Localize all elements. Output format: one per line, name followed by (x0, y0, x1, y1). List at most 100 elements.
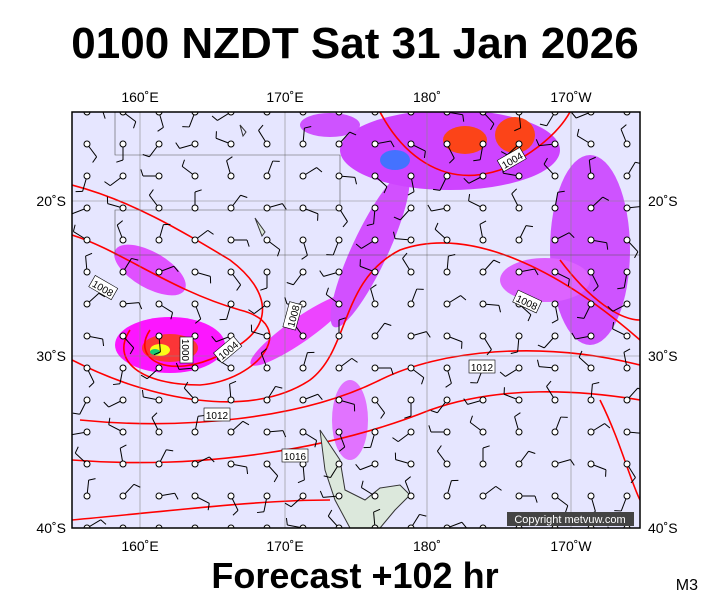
station (263, 300, 271, 308)
station (551, 300, 559, 308)
station (155, 140, 163, 148)
barb-flag (373, 508, 381, 513)
station (227, 300, 235, 308)
top-lon-label: 170˚E (266, 89, 303, 105)
barb-flag (637, 387, 640, 390)
barb-flag (445, 382, 452, 388)
barb-flag (249, 104, 251, 111)
station (227, 460, 235, 468)
barb-flag (317, 393, 323, 401)
station (587, 268, 595, 276)
isobar-label-text: 1012 (206, 411, 229, 422)
station (443, 172, 451, 180)
barb-flag (606, 242, 609, 250)
barb-flag (140, 374, 148, 380)
barb-flag (85, 252, 93, 257)
barb-flag (72, 224, 76, 232)
station (155, 332, 163, 340)
station (119, 268, 127, 276)
station (191, 140, 199, 148)
station (155, 396, 163, 404)
barb-flag (175, 362, 180, 370)
barb-flag (151, 412, 158, 418)
barb-flag (142, 154, 150, 158)
right-lat-label: 30˚S (648, 348, 678, 364)
station (83, 204, 91, 212)
station (407, 172, 415, 180)
barb-flag (383, 186, 388, 194)
station (155, 492, 163, 500)
barb-flag (285, 517, 288, 526)
station (191, 268, 199, 276)
station (443, 332, 451, 340)
station (479, 396, 487, 404)
isobar-label-box (179, 336, 194, 364)
station (371, 236, 379, 244)
barb-flag (116, 159, 124, 163)
station (227, 396, 235, 404)
barb-flag (256, 511, 265, 514)
station (335, 268, 343, 276)
barb-flag (103, 401, 109, 408)
station (371, 396, 379, 404)
station (299, 172, 307, 180)
barb-flag (88, 382, 95, 388)
barb-flag (539, 123, 547, 127)
barb-flag (301, 254, 308, 260)
isobar-label: 1016 (281, 448, 309, 463)
station (155, 204, 163, 212)
station (263, 364, 271, 372)
station (479, 300, 487, 308)
barb-flag (461, 521, 467, 528)
station (551, 204, 559, 212)
station (119, 364, 127, 372)
barb-flag (360, 480, 364, 488)
barb-flag (242, 420, 250, 426)
barb-flag (355, 243, 362, 249)
station (407, 364, 415, 372)
barb-flag (635, 161, 640, 164)
barb-shaft (338, 112, 339, 113)
barb-flag (436, 445, 442, 452)
barb-flag (133, 483, 141, 488)
station (515, 268, 523, 276)
station (83, 140, 91, 148)
barb-flag (102, 338, 105, 347)
station (407, 492, 415, 500)
barb-flag (393, 216, 401, 221)
station (299, 140, 307, 148)
station (191, 396, 199, 404)
barb-flag (567, 278, 570, 287)
station (587, 300, 595, 308)
station (407, 268, 415, 276)
station (83, 300, 91, 308)
barb-flag (316, 167, 323, 173)
map-layer (72, 104, 640, 542)
barb-flag (100, 519, 107, 525)
barb-flag (370, 284, 377, 290)
barb-flag (338, 446, 346, 452)
barb-flag (432, 188, 441, 191)
station (479, 140, 487, 148)
barb-flag (319, 490, 324, 498)
barb-flag (217, 541, 224, 542)
barb-flag (486, 349, 492, 356)
station (263, 460, 271, 468)
right-lat-label: 40˚S (648, 520, 678, 536)
barb-flag (342, 221, 348, 228)
station (371, 268, 379, 276)
station (299, 364, 307, 372)
station (227, 364, 235, 372)
barb-flag (462, 114, 465, 122)
barb-flag (634, 251, 639, 259)
barb-flag (557, 190, 565, 193)
station (227, 172, 235, 180)
station (335, 300, 343, 308)
station (191, 172, 199, 180)
station (515, 492, 523, 500)
station (587, 492, 595, 500)
barb-flag (576, 128, 580, 136)
station (407, 236, 415, 244)
barb-flag (427, 204, 432, 212)
